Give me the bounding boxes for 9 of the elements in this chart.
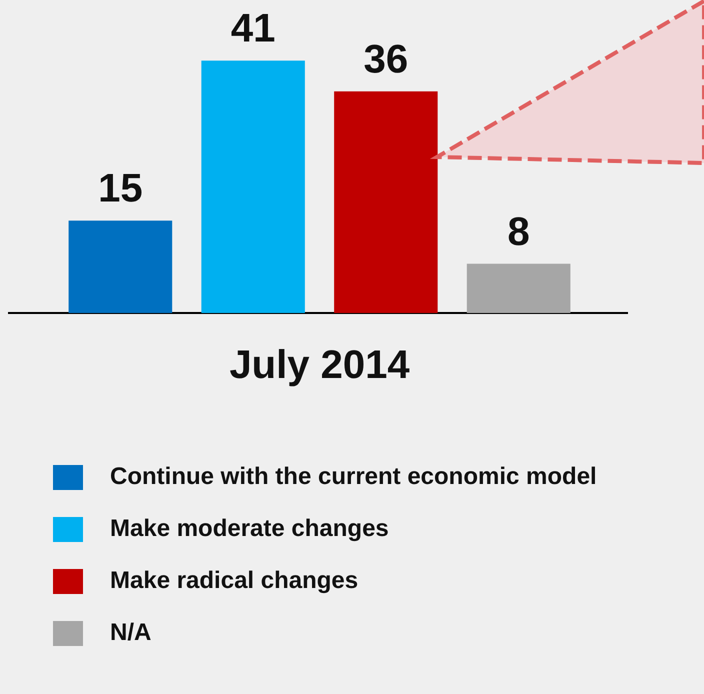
data-label: 8	[508, 210, 530, 254]
legend-label: Continue with the current economic model	[110, 463, 597, 491]
legend-label: Make moderate changes	[110, 515, 389, 543]
x-axis-title: July 2014	[229, 343, 410, 388]
legend-label: Make radical changes	[110, 567, 358, 595]
data-label: 15	[98, 166, 143, 211]
data-label: 41	[230, 6, 276, 51]
legend-label: N/A	[110, 619, 152, 647]
data-label: 36	[364, 37, 408, 82]
